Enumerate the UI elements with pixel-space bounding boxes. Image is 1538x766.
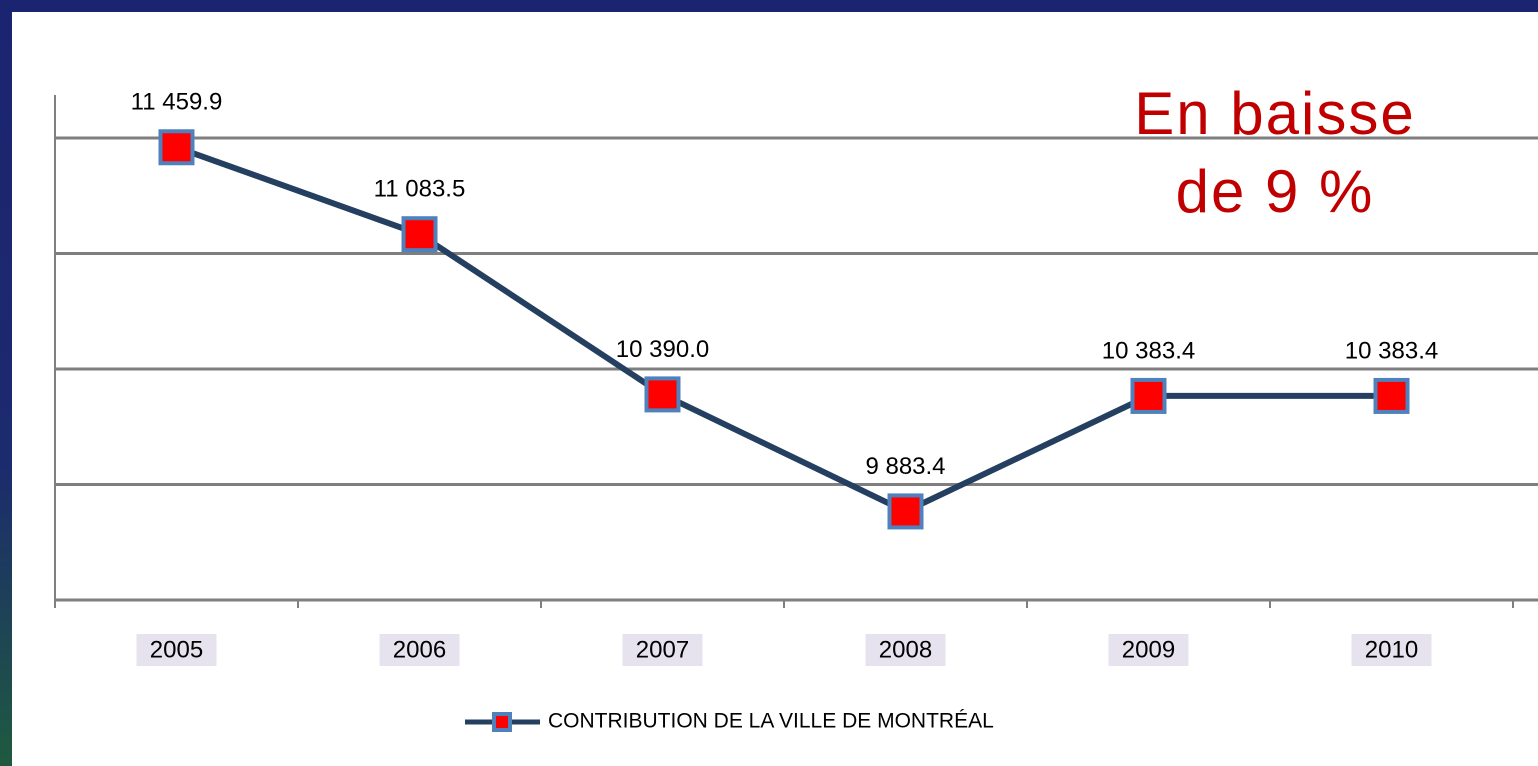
data-label: 10 383.4 [1102,337,1195,364]
legend-label: CONTRIBUTION DE LA VILLE DE MONTRÉAL [548,710,994,733]
marker [647,378,679,410]
annotation: En baisse [1134,80,1416,147]
marker [1376,380,1408,412]
x-tick-label: 2005 [150,636,203,663]
x-tick-label: 2008 [879,636,932,663]
data-label: 10 390.0 [616,336,709,363]
x-tick-label: 2009 [1122,636,1175,663]
data-label: 11 459.9 [131,89,223,116]
annotation: de 9 % [1176,158,1375,225]
chart: 2005 2006 2007 2008 2009 2010 11 459.9 11 083.5… [0,0,1538,766]
x-tick-label: 2010 [1365,636,1418,663]
page: 2005 2006 2007 2008 2009 2010 11 459.9 11 083.5… [0,0,1538,766]
data-label: 9 883.4 [865,453,945,480]
marker [1133,380,1165,412]
marker [890,495,922,527]
data-label: 10 383.4 [1345,337,1438,364]
data-label: 11 083.5 [374,176,466,203]
marker [404,218,436,250]
x-tick-label: 2007 [636,636,689,663]
x-tick-label: 2006 [393,636,446,663]
marker [161,131,193,163]
legend-marker [494,714,510,730]
